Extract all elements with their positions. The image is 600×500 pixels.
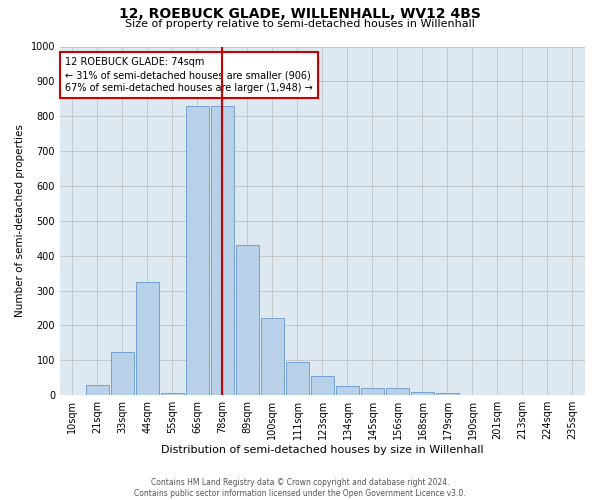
- Y-axis label: Number of semi-detached properties: Number of semi-detached properties: [15, 124, 25, 318]
- Bar: [236, 246, 259, 395]
- Bar: [261, 318, 284, 395]
- Bar: [111, 352, 134, 395]
- Bar: [361, 388, 384, 395]
- Bar: [386, 388, 409, 395]
- Bar: [311, 376, 334, 395]
- Bar: [411, 392, 434, 395]
- Bar: [461, 394, 484, 395]
- Bar: [336, 386, 359, 395]
- Bar: [436, 394, 459, 395]
- X-axis label: Distribution of semi-detached houses by size in Willenhall: Distribution of semi-detached houses by …: [161, 445, 484, 455]
- Bar: [286, 362, 309, 395]
- Text: 12, ROEBUCK GLADE, WILLENHALL, WV12 4BS: 12, ROEBUCK GLADE, WILLENHALL, WV12 4BS: [119, 8, 481, 22]
- Bar: [186, 106, 209, 395]
- Bar: [161, 394, 184, 395]
- Text: 12 ROEBUCK GLADE: 74sqm
← 31% of semi-detached houses are smaller (906)
67% of s: 12 ROEBUCK GLADE: 74sqm ← 31% of semi-de…: [65, 57, 313, 94]
- Text: Contains HM Land Registry data © Crown copyright and database right 2024.
Contai: Contains HM Land Registry data © Crown c…: [134, 478, 466, 498]
- Bar: [136, 282, 158, 395]
- Bar: [86, 384, 109, 395]
- Text: Size of property relative to semi-detached houses in Willenhall: Size of property relative to semi-detach…: [125, 19, 475, 29]
- Bar: [211, 106, 233, 395]
